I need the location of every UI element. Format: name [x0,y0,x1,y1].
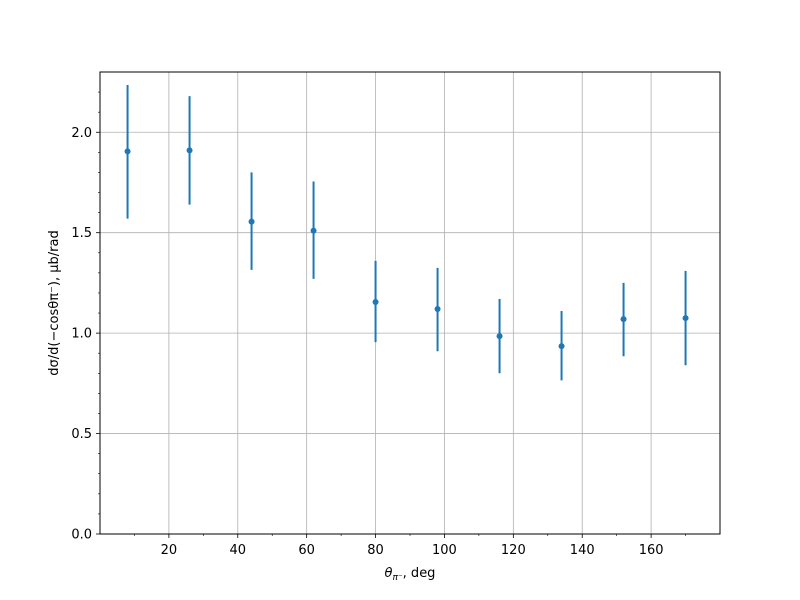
x-axis-label-subscript: π⁻ [393,573,403,583]
data-point [248,218,255,225]
x-axis-label: θπ⁻, deg [385,566,436,583]
x-tick-label: 120 [501,543,526,558]
x-tick-label: 100 [432,543,457,558]
data-point [372,298,379,305]
x-tick-label: 160 [639,543,664,558]
x-tick-label: 20 [161,543,178,558]
data-point [682,315,689,322]
y-tick-label: 2.0 [71,126,92,141]
data-point [558,343,565,350]
data-point [310,227,317,234]
x-axis-label-unit: , deg [403,566,436,581]
y-tick-label: 0.0 [71,528,92,543]
x-tick-label: 80 [367,543,384,558]
data-point [186,147,193,154]
axis-ticks: 20 40 60 80 100 120 140 160 0.0 0.5 1.0 1.5 2.0 [71,91,686,558]
data-point [124,148,131,155]
data-point [620,316,627,323]
data-marks [124,85,689,381]
data-point [496,333,503,340]
data-point [434,306,441,313]
y-tick-label: 1.5 [71,226,92,241]
y-tick-label: 1.0 [71,327,92,342]
x-tick-label: 60 [298,543,315,558]
x-axis-label-symbol: θ [385,566,393,581]
y-tick-label: 0.5 [71,427,92,442]
x-tick-label: 140 [570,543,595,558]
grid [100,72,720,535]
x-tick-label: 40 [230,543,247,558]
y-axis-label: dσ/d(−cosθπ⁻), μb/rad [47,230,62,375]
